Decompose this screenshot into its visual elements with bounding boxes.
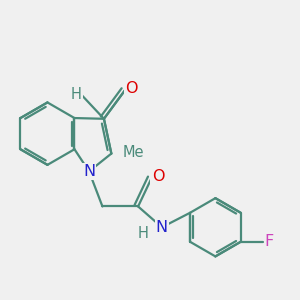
Text: H: H (71, 87, 82, 102)
Text: O: O (125, 81, 137, 96)
Text: N: N (156, 220, 168, 235)
Text: N: N (83, 164, 95, 179)
Text: F: F (265, 234, 274, 249)
Text: Me: Me (123, 145, 144, 160)
Text: H: H (138, 226, 149, 241)
Text: O: O (152, 169, 164, 184)
